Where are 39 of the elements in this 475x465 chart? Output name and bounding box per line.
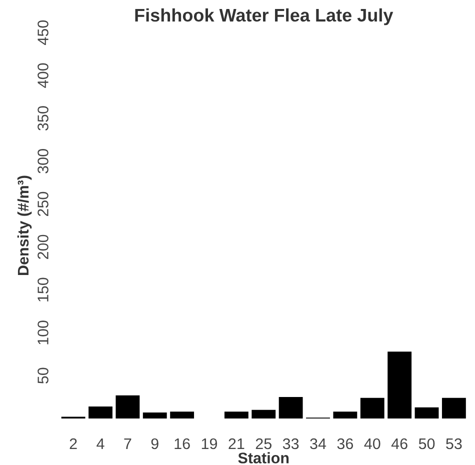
bar [360,398,384,418]
x-tick-label: 7 [124,438,132,450]
y-tick-label: 250 [38,192,48,216]
x-tick-label: 4 [96,438,104,450]
bar [442,398,466,418]
bar [224,412,248,418]
x-tick-label: 34 [310,438,326,450]
y-tick-label: 300 [38,149,48,174]
x-axis-title: Station [238,452,289,464]
y-tick-label: 450 [38,20,48,45]
y-axis-title: Density (#/m³) [17,176,32,276]
y-tick-label: 150 [38,278,48,302]
bar [142,412,167,418]
bar [333,412,358,418]
bar [116,395,140,418]
x-tick-label: 50 [418,438,435,450]
x-tick-label: 9 [151,438,158,450]
bar [88,406,112,418]
x-tick-label: 19 [202,438,218,450]
x-tick-label: 40 [364,438,380,450]
x-tick-label: 53 [446,438,462,450]
bar [252,410,276,418]
x-tick-label: 21 [228,438,244,450]
x-tick-label: 46 [391,438,408,450]
y-tick-label: 50 [38,368,48,384]
x-tick-label: 16 [174,438,190,450]
bar [414,407,439,418]
bar [388,352,412,418]
x-tick-label: 2 [70,438,77,450]
x-tick-label: 33 [282,438,299,450]
bar [278,397,303,418]
y-tick-label: 400 [38,63,48,88]
y-tick-label: 200 [38,234,48,259]
x-tick-label: 36 [337,438,354,450]
y-tick-label: 100 [38,320,48,344]
y-tick-label: 350 [38,106,48,130]
bar [170,412,194,418]
chart-title: Fishhook Water Flea Late July [135,8,394,26]
x-tick-label: 25 [256,438,272,450]
